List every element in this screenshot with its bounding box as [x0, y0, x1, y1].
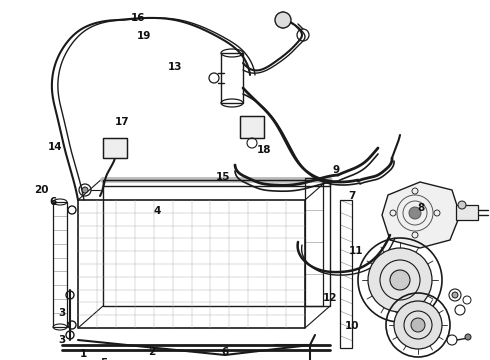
Bar	[103, 138, 127, 158]
Text: 16: 16	[131, 13, 145, 23]
Circle shape	[452, 292, 458, 298]
Text: 20: 20	[34, 185, 48, 195]
Circle shape	[409, 207, 421, 219]
Text: 3: 3	[58, 308, 66, 318]
Bar	[456, 205, 478, 220]
Text: 2: 2	[148, 347, 156, 357]
Text: 19: 19	[137, 31, 151, 41]
Circle shape	[394, 301, 442, 349]
Circle shape	[82, 187, 88, 193]
Text: 10: 10	[345, 321, 359, 331]
Bar	[240, 116, 264, 138]
Text: 15: 15	[216, 172, 230, 182]
Circle shape	[275, 12, 291, 28]
Circle shape	[411, 318, 425, 332]
Text: 6: 6	[49, 197, 57, 207]
Circle shape	[458, 201, 466, 209]
Bar	[240, 116, 264, 138]
Circle shape	[390, 270, 410, 290]
Bar	[340, 200, 352, 348]
Text: 5: 5	[100, 358, 108, 360]
Text: 8: 8	[417, 203, 425, 213]
Text: 4: 4	[153, 206, 161, 216]
Text: 14: 14	[48, 142, 62, 152]
Text: 18: 18	[257, 145, 271, 155]
Circle shape	[465, 334, 471, 340]
Text: 6: 6	[221, 347, 229, 357]
Text: 17: 17	[115, 117, 129, 127]
Polygon shape	[382, 182, 460, 248]
Text: 13: 13	[168, 62, 182, 72]
Bar	[53, 202, 67, 327]
Text: 3: 3	[58, 335, 66, 345]
Text: 7: 7	[348, 191, 356, 201]
Bar	[103, 138, 127, 158]
Text: 1: 1	[79, 349, 87, 359]
Text: 12: 12	[323, 293, 337, 303]
Text: 11: 11	[349, 246, 363, 256]
Bar	[221, 53, 243, 103]
Text: 9: 9	[332, 165, 340, 175]
Circle shape	[368, 248, 432, 312]
Bar	[305, 178, 323, 306]
